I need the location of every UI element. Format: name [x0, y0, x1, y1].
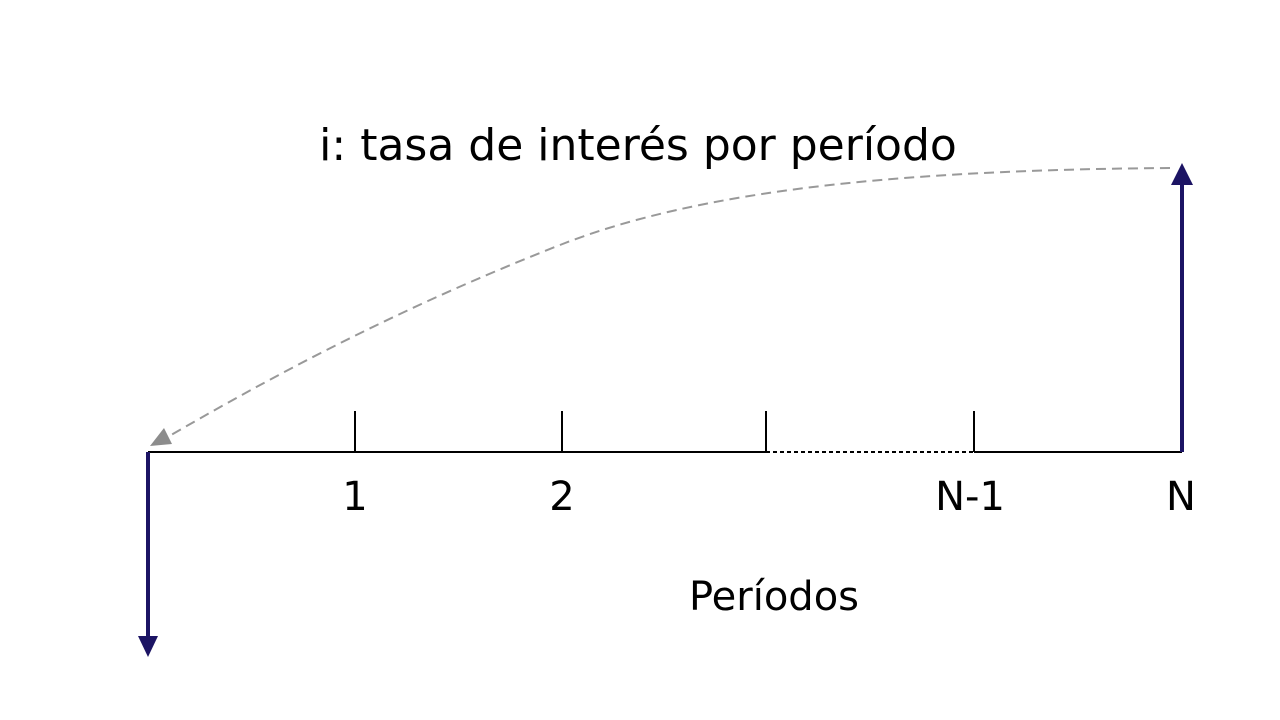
diagram-title: i: tasa de interés por período — [319, 120, 957, 171]
inflow-arrowhead — [1171, 163, 1193, 185]
tick-label-2: 2 — [549, 474, 574, 520]
tick-label-n-minus-1: N-1 — [935, 474, 1005, 520]
outflow-arrowhead — [138, 636, 158, 657]
tick-label-n: N — [1166, 474, 1196, 520]
tick-label-1: 1 — [342, 474, 367, 520]
discount-curve — [165, 167, 1171, 439]
discount-curve-arrowhead — [150, 428, 172, 446]
axis-label-periods: Períodos — [689, 574, 859, 620]
